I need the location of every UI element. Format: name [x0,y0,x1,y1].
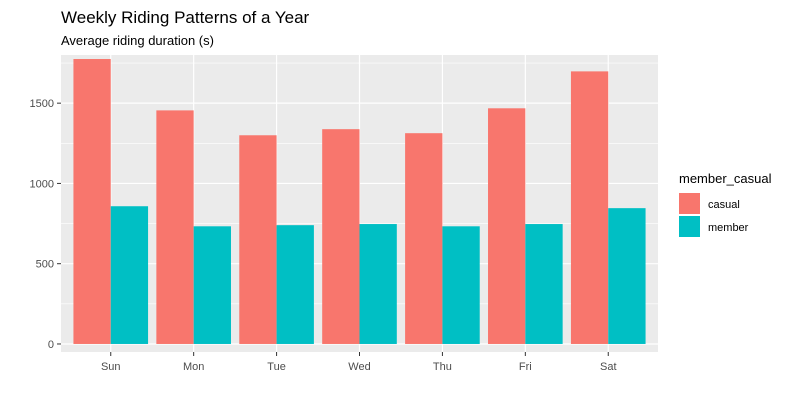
bar-casual-sat [570,71,609,344]
chart-subtitle: Average riding duration (s) [61,33,214,48]
bar-casual-sun [73,59,111,344]
x-tick-label-tue: Tue [267,361,286,373]
bar-member-thu [442,226,480,344]
y-axis: 0 500 1000 1500 [30,98,61,351]
legend-label-member: member [708,222,749,234]
x-tick-label-sun: Sun [101,361,121,373]
x-axis: Sun Mon Tue Wed Thu Fri Sat [101,352,617,373]
bar-member-fri [525,224,563,344]
y-tick-label: 1000 [30,178,54,190]
bar-member-sun [110,206,149,344]
legend-key-member [679,216,700,237]
bar-casual-tue [239,135,277,344]
x-tick-label-fri: Fri [519,361,532,373]
legend-key-casual [679,193,700,214]
bar-casual-fri [488,108,526,344]
y-tick-label: 1500 [30,98,54,110]
y-tick-label: 500 [36,259,54,271]
x-tick-label-wed: Wed [348,361,370,373]
bar-member-sat [608,208,646,344]
bar-casual-mon [156,110,194,344]
y-tick-label: 0 [48,339,54,351]
legend-label-casual: casual [708,199,740,211]
bars [73,59,646,344]
bar-casual-wed [322,129,360,344]
legend-title: member_casual [679,171,772,186]
bar-member-mon [193,226,231,344]
chart-title: Weekly Riding Patterns of a Year [61,8,310,27]
legend: member_casual casual member [679,171,772,237]
bar-member-tue [276,225,314,344]
x-tick-label-thu: Thu [433,361,452,373]
x-tick-label-mon: Mon [183,361,204,373]
x-tick-label-sat: Sat [600,361,617,373]
bar-member-wed [359,224,397,344]
bar-casual-thu [405,133,443,344]
